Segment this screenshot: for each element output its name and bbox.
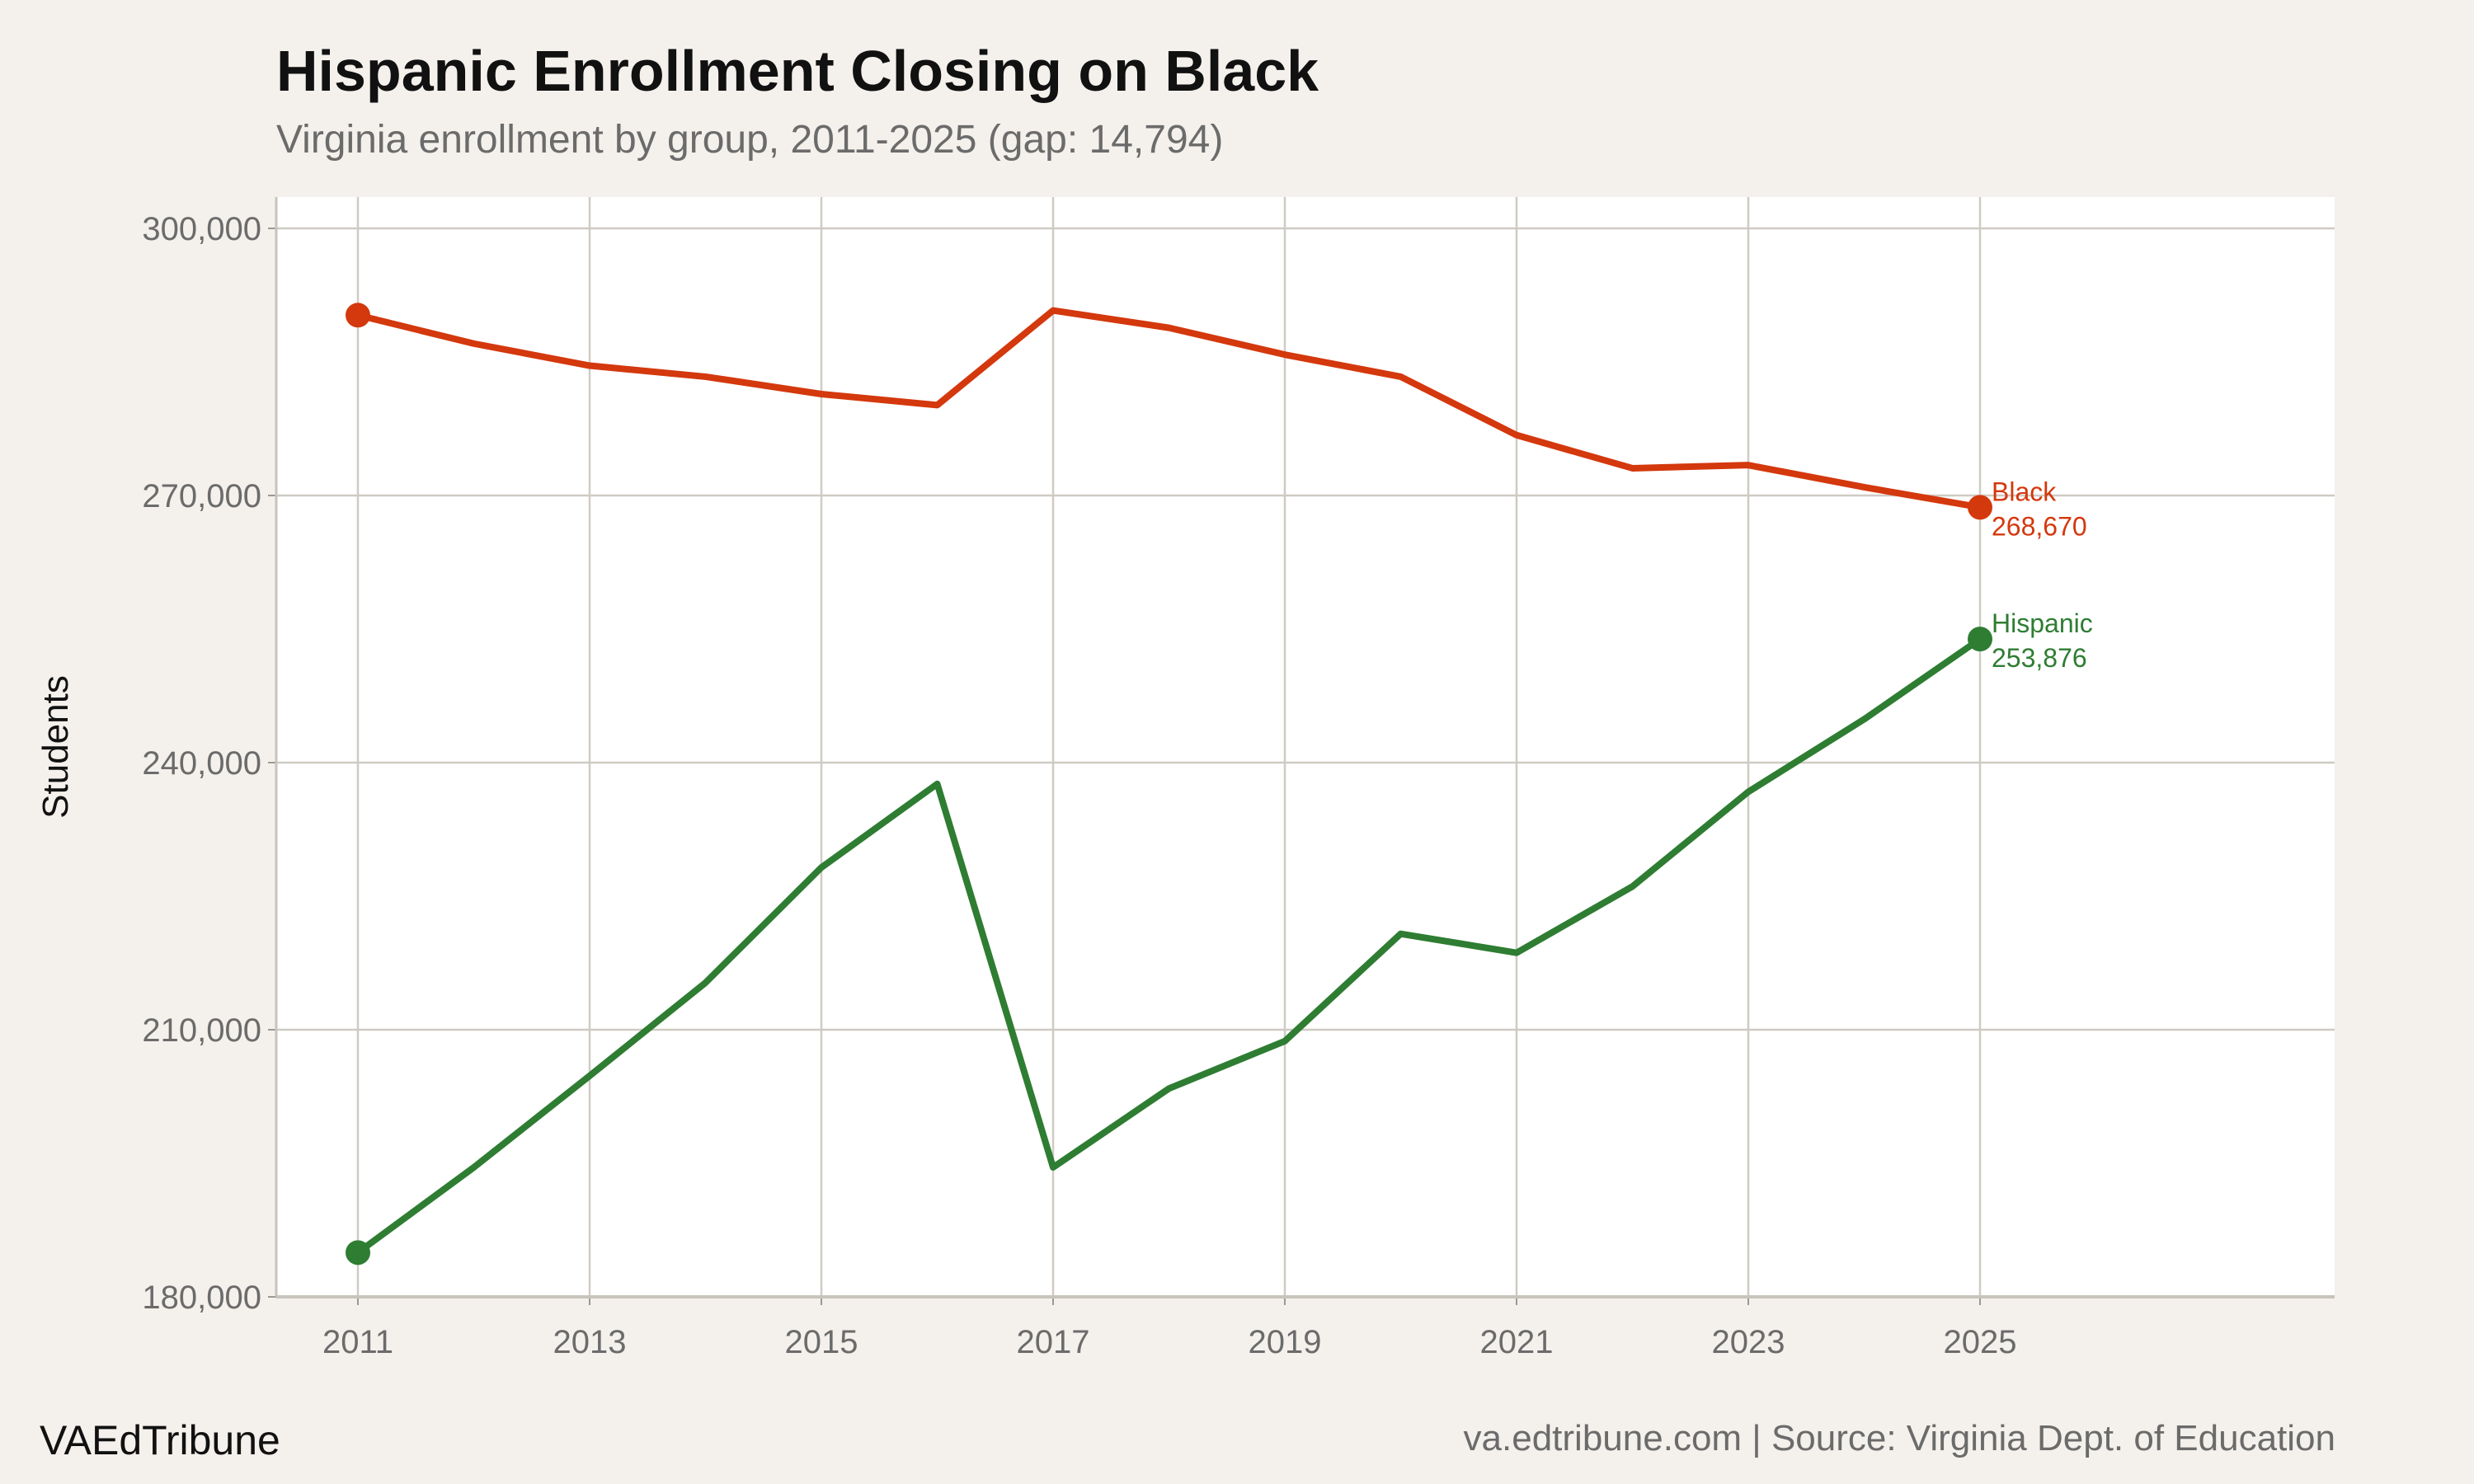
black-start-point	[346, 303, 370, 328]
y-tick-label: 240,000	[142, 745, 261, 782]
hispanic-start-point	[346, 1240, 370, 1266]
black-end-label-name: Black	[1992, 477, 2057, 506]
brand-logo-text: VAEdTribune	[40, 1417, 280, 1463]
x-tick-label: 2015	[785, 1324, 858, 1360]
source-credit: va.edtribune.com | Source: Virginia Dept…	[1463, 1418, 2335, 1458]
black-series-line	[355, 307, 1983, 511]
x-tick-label: 2023	[1712, 1324, 1785, 1360]
hispanic-end-point	[1968, 627, 1992, 652]
hispanic-series-line	[355, 636, 1983, 1256]
y-tick-label: 180,000	[142, 1280, 261, 1316]
x-tick-label: 2025	[1944, 1324, 2017, 1360]
chart-title: Hispanic Enrollment Closing on Black	[276, 39, 1319, 103]
y-tick-label: 300,000	[142, 211, 261, 247]
hispanic-end-label-name: Hispanic	[1992, 608, 2093, 638]
x-tick-label: 2017	[1017, 1324, 1090, 1360]
x-tick-label: 2021	[1480, 1324, 1554, 1360]
black-end-point	[1968, 495, 1992, 520]
x-tick-label: 2019	[1249, 1324, 1322, 1360]
y-axis-title: Students	[35, 675, 76, 819]
chart-subtitle: Virginia enrollment by group, 2011-2025 …	[276, 118, 1224, 162]
black-end-label-value: 268,670	[1992, 511, 2087, 541]
plot-panel	[276, 197, 2335, 1297]
y-tick-label: 270,000	[142, 478, 261, 514]
y-tick-label: 210,000	[142, 1012, 261, 1049]
x-tick-label: 2013	[553, 1324, 627, 1360]
hispanic-end-label-value: 253,876	[1992, 643, 2087, 673]
x-tick-label: 2011	[322, 1324, 393, 1360]
